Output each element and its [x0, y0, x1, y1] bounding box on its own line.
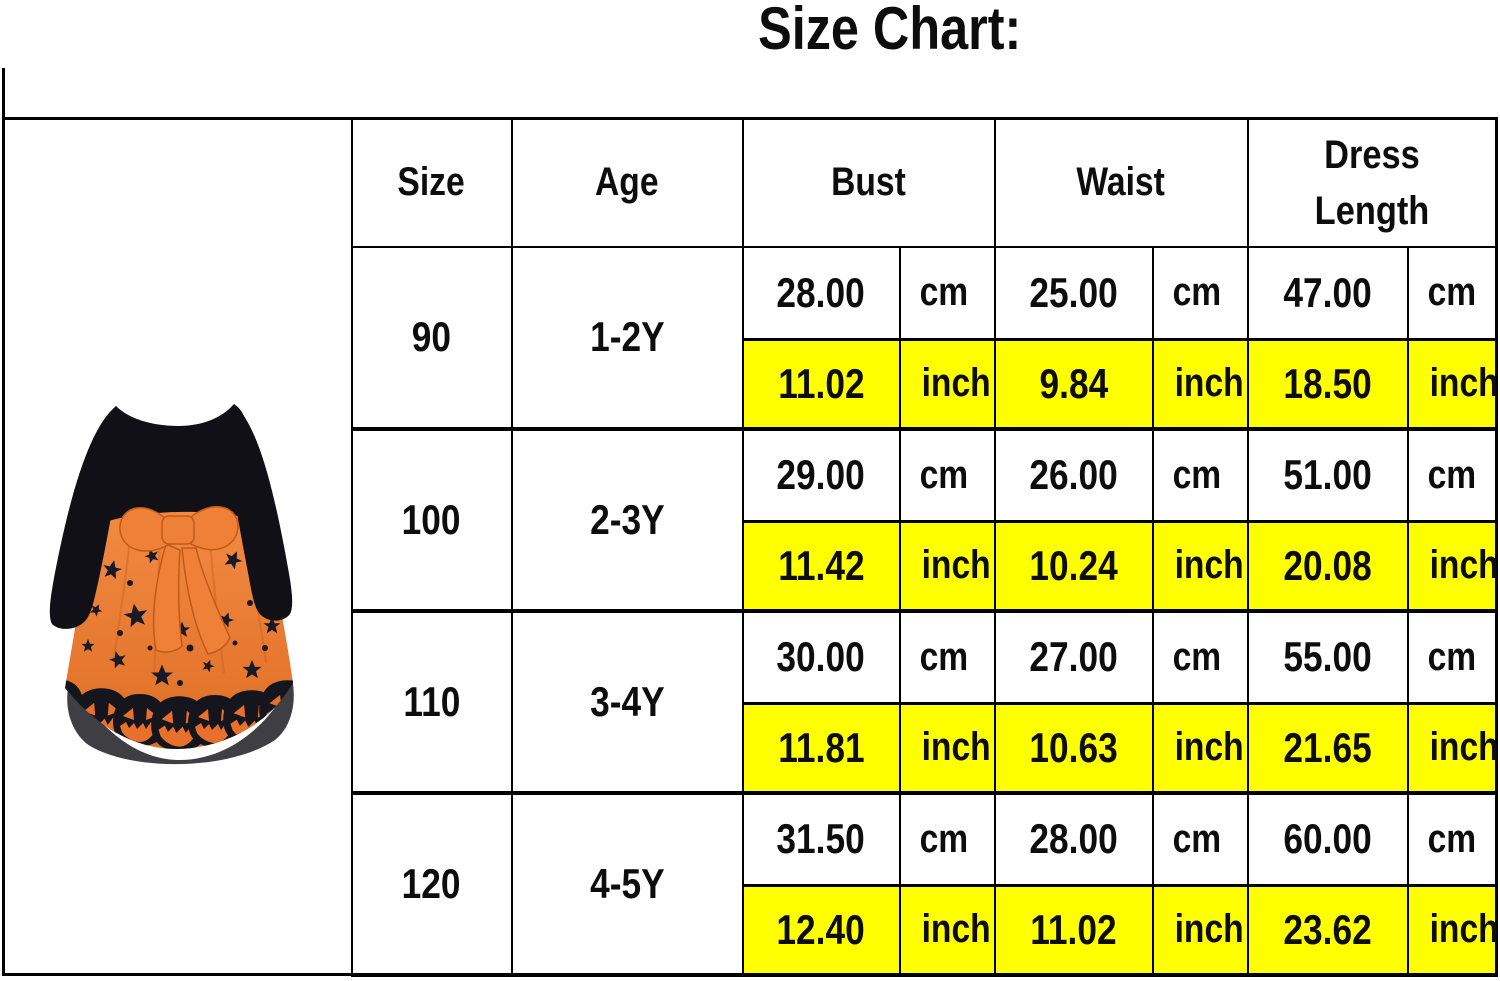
waist-cm-unit: cm [1151, 427, 1249, 523]
table-row-110-cm: 110 3-4Y 30.00 cm 27.00 cm 55.00 cm [4, 609, 1498, 795]
waist-inch-unit: inch [1151, 338, 1249, 431]
table-row-100-cm: 100 2-3Y 29.00 cm 26.00 cm 51.00 cm [4, 427, 1498, 613]
length-cm-unit: cm [1406, 245, 1498, 341]
waist-inch-unit: inch [1151, 520, 1249, 613]
bust-cm-unit: cm [898, 427, 996, 523]
table-row-120-cm: 120 4-5Y 31.50 cm 28.00 cm 60.00 cm [4, 791, 1498, 977]
waist-cm-value: 27.00 [993, 609, 1154, 705]
waist-cm-unit: cm [1151, 791, 1249, 887]
bust-inch-value: 11.42 [741, 520, 901, 613]
bust-inch-unit: inch [898, 520, 996, 613]
product-image-cell [2, 117, 353, 976]
table-row-100-inch: 11.42 inch 10.24 inch 20.08 inch [4, 520, 1498, 613]
waist-cm-unit: cm [1151, 609, 1249, 705]
bust-inch-value: 12.40 [741, 884, 901, 977]
waist-bow [119, 506, 239, 655]
size-value: 100 [350, 427, 513, 613]
bust-cm-value: 28.00 [741, 245, 901, 341]
bust-cm-value: 31.50 [741, 791, 901, 887]
header-row: Size Age Bust Waist Dress Length [2, 117, 1498, 976]
length-inch-value: 23.62 [1246, 884, 1409, 977]
length-inch-unit: inch [1406, 884, 1498, 977]
bust-inch-unit: inch [898, 884, 996, 977]
waist-inch-value: 10.24 [993, 520, 1154, 613]
bust-cm-value: 29.00 [741, 427, 901, 523]
size-value: 90 [350, 245, 513, 431]
waist-inch-unit: inch [1151, 884, 1249, 977]
bust-inch-value: 11.81 [741, 702, 901, 795]
size-value: 110 [350, 609, 513, 795]
tulle-hem [67, 678, 294, 765]
table-row-90-cm: 90 1-2Y 28.00 cm 25.00 cm 47.00 cm [4, 245, 1498, 431]
column-header-waist: Waist [993, 117, 1249, 248]
table-row-110-inch: 11.81 inch 10.63 inch 21.65 inch [4, 702, 1498, 795]
bust-inch-unit: inch [898, 338, 996, 431]
right-sleeve [222, 404, 293, 621]
age-value: 4-5Y [510, 791, 744, 977]
waist-inch-unit: inch [1151, 702, 1249, 795]
length-inch-unit: inch [1406, 338, 1498, 431]
page-title-text: Size Chart: [758, 0, 1022, 62]
bust-cm-unit: cm [898, 245, 996, 341]
length-inch-value: 21.65 [1246, 702, 1409, 795]
waist-cm-value: 28.00 [993, 791, 1154, 887]
column-header-age: Age [510, 117, 744, 248]
pumpkin-dress-illustration [49, 404, 294, 765]
waist-cm-value: 25.00 [993, 245, 1154, 341]
waist-inch-value: 10.63 [993, 702, 1154, 795]
length-cm-unit: cm [1406, 427, 1498, 523]
product-image [5, 120, 351, 972]
page-title: Size Chart: [690, 0, 1090, 63]
bust-inch-value: 11.02 [741, 338, 901, 431]
length-inch-value: 20.08 [1246, 520, 1409, 613]
length-cm-value: 55.00 [1246, 609, 1409, 705]
length-cm-value: 51.00 [1246, 427, 1409, 523]
table-row-120-inch: 12.40 inch 11.02 inch 23.62 inch [4, 884, 1498, 977]
age-value: 2-3Y [510, 427, 744, 613]
length-inch-value: 18.50 [1246, 338, 1409, 431]
age-value: 3-4Y [510, 609, 744, 795]
left-border-stub [2, 68, 5, 117]
column-header-dress-length: Dress Length [1246, 117, 1498, 248]
column-header-bust: Bust [741, 117, 996, 248]
bust-cm-unit: cm [898, 791, 996, 887]
length-inch-unit: inch [1406, 520, 1498, 613]
left-sleeve [49, 406, 129, 629]
bust-cm-value: 30.00 [741, 609, 901, 705]
waist-cm-unit: cm [1151, 245, 1249, 341]
waist-inch-value: 11.02 [993, 884, 1154, 977]
waist-inch-value: 9.84 [993, 338, 1154, 431]
bust-cm-unit: cm [898, 609, 996, 705]
size-value: 120 [350, 791, 513, 977]
waist-cm-value: 26.00 [993, 427, 1154, 523]
length-inch-unit: inch [1406, 702, 1498, 795]
table-row-90-inch: 11.02 inch 9.84 inch 18.50 inch [4, 338, 1498, 431]
size-chart-table: Size Age Bust Waist Dress Length 90 1-2Y… [2, 117, 1498, 977]
column-header-size: Size [350, 117, 513, 248]
length-cm-value: 47.00 [1246, 245, 1409, 341]
bust-inch-unit: inch [898, 702, 996, 795]
length-cm-unit: cm [1406, 791, 1498, 887]
age-value: 1-2Y [510, 245, 744, 431]
length-cm-value: 60.00 [1246, 791, 1409, 887]
length-cm-unit: cm [1406, 609, 1498, 705]
